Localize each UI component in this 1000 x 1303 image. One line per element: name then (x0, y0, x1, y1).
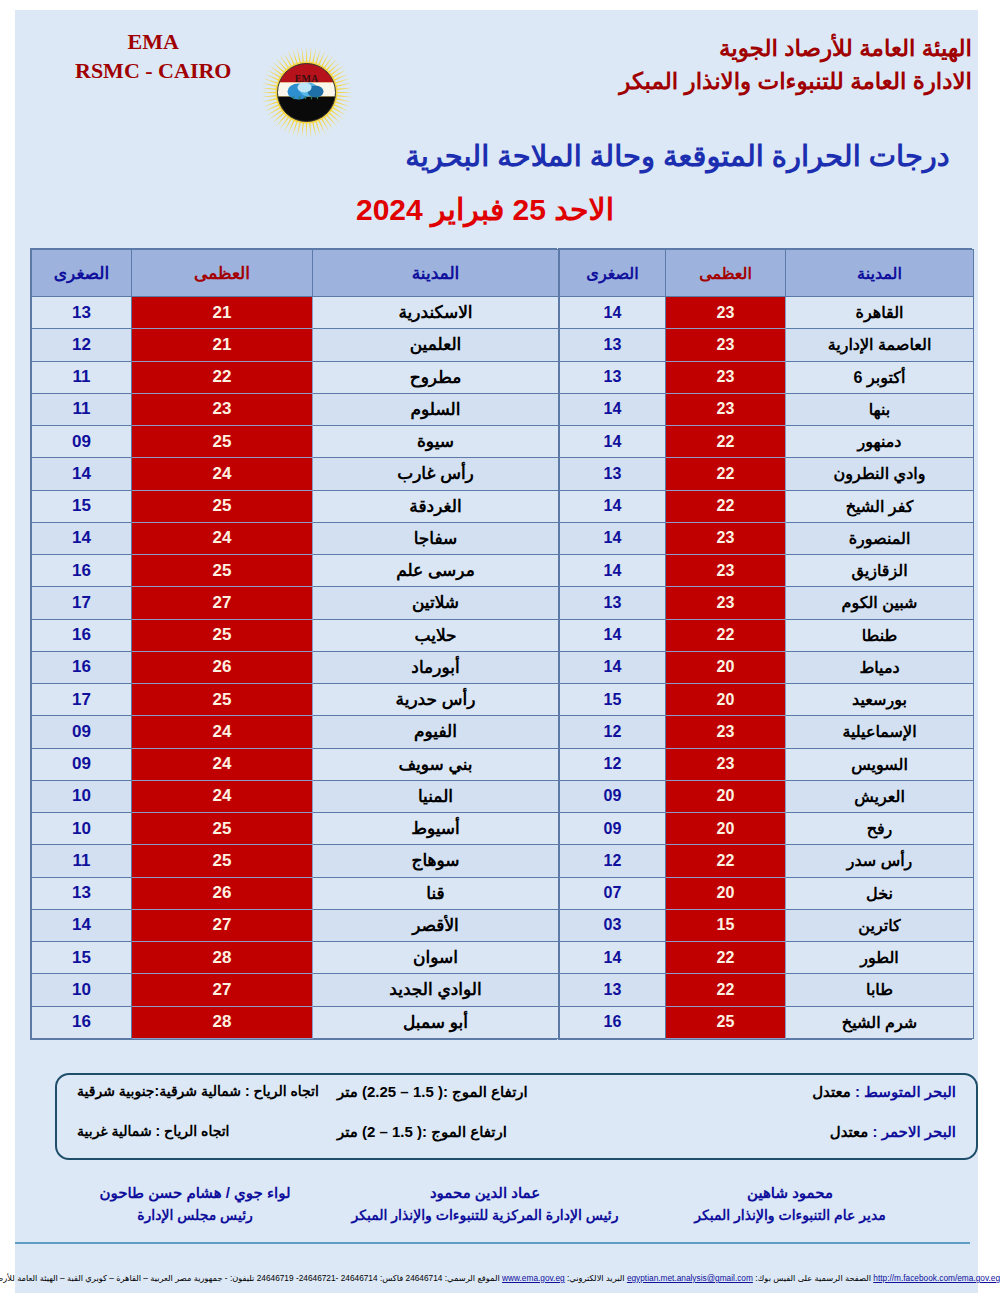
svg-text:EMA: EMA (295, 73, 319, 84)
